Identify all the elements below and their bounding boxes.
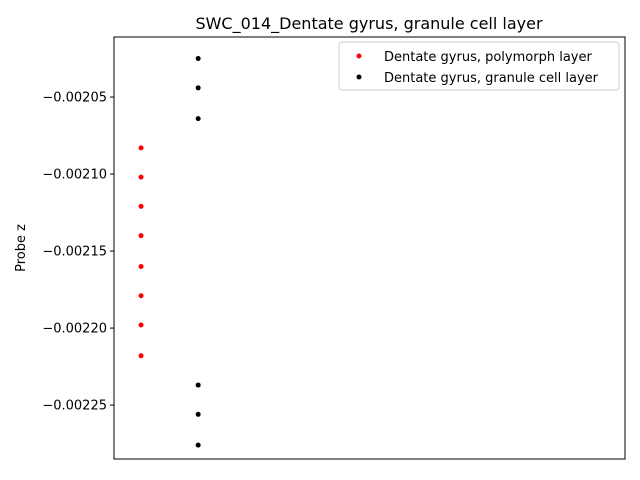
polymorph-layer-point xyxy=(138,145,144,151)
polymorph-layer-point xyxy=(138,322,144,328)
y-tick-label: −0.00220 xyxy=(42,322,107,337)
legend-entry-granule-cell-layer: Dentate gyrus, granule cell layer xyxy=(384,71,599,86)
polymorph-layer-point xyxy=(138,263,144,269)
y-tick-label: −0.00225 xyxy=(42,399,107,414)
chart-title: SWC_014_Dentate gyrus, granule cell laye… xyxy=(195,14,543,34)
y-axis-label: Probe z xyxy=(14,224,29,272)
granule-cell-layer-point xyxy=(195,411,201,417)
granule-cell-layer-point xyxy=(195,116,201,122)
plot-area-frame xyxy=(113,36,626,460)
polymorph-layer-point xyxy=(138,233,144,239)
granule-cell-layer-point xyxy=(195,442,201,448)
granule-cell-layer-point xyxy=(195,85,201,91)
legend-box xyxy=(338,41,620,91)
granule-cell-layer-point xyxy=(195,56,201,62)
polymorph-layer-point xyxy=(138,203,144,209)
polymorph-layer-point xyxy=(138,174,144,180)
data-markers xyxy=(138,56,201,448)
legend-marker-polymorph-layer xyxy=(356,53,362,59)
granule-cell-layer-point xyxy=(195,382,201,388)
polymorph-layer-point xyxy=(138,353,144,359)
y-tick-label: −0.00205 xyxy=(42,91,107,106)
y-axis-ticks: −0.00205 −0.00210 −0.00215 −0.00220 −0.00225 xyxy=(42,91,114,414)
legend: Dentate gyrus, polymorph layer Dentate g… xyxy=(338,41,620,91)
y-tick-label: −0.00210 xyxy=(42,168,107,183)
polymorph-layer-point xyxy=(138,293,144,299)
legend-entry-polymorph-layer: Dentate gyrus, polymorph layer xyxy=(384,50,592,65)
y-tick-label: −0.00215 xyxy=(42,245,107,260)
legend-marker-granule-cell-layer xyxy=(356,74,362,80)
